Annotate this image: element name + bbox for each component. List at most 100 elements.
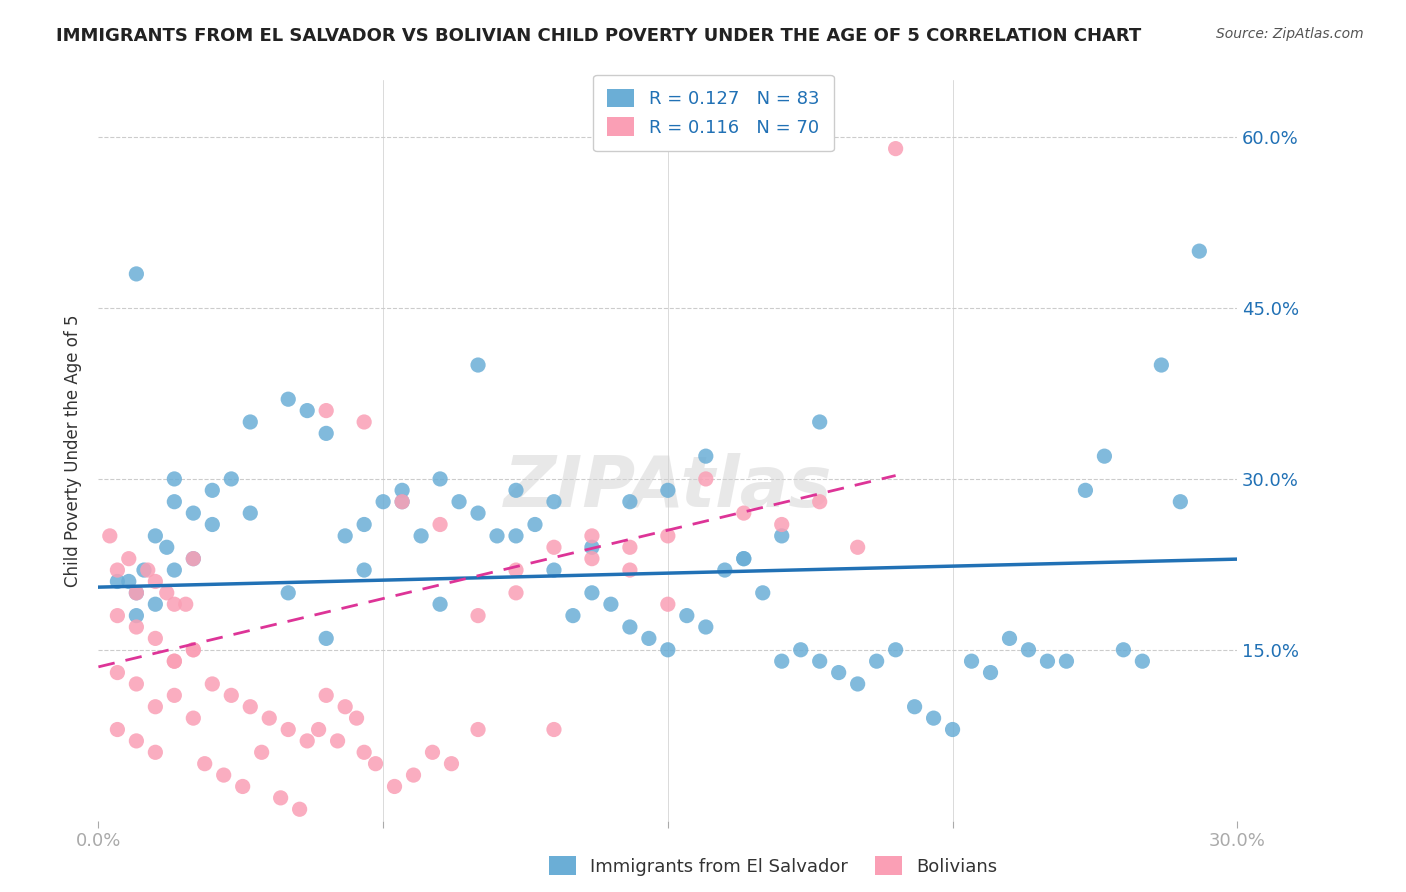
Point (884, 142, 907, 156)
Point (467, 608, 489, 623)
Point (657, 642, 679, 657)
Point (638, 632, 661, 646)
Y-axis label: Child Poverty Under the Age of 5: Child Poverty Under the Age of 5 (65, 314, 83, 587)
Point (808, 494, 831, 508)
Point (429, 517, 451, 532)
Point (770, 529, 793, 543)
Point (107, 723, 129, 737)
Point (353, 563, 375, 577)
Point (315, 632, 337, 646)
Point (145, 632, 167, 646)
Point (232, 780, 254, 794)
Point (770, 517, 793, 532)
Point (505, 483, 527, 498)
Point (277, 586, 299, 600)
Legend: R = 0.127   N = 83, R = 0.116   N = 70: R = 0.127 N = 83, R = 0.116 N = 70 (593, 75, 834, 151)
Point (505, 586, 527, 600)
Point (733, 506, 755, 520)
Point (1018, 642, 1040, 657)
Point (402, 768, 425, 782)
Point (353, 415, 375, 429)
Point (657, 529, 679, 543)
Point (790, 642, 813, 657)
Point (125, 586, 148, 600)
Point (346, 711, 368, 725)
Point (619, 620, 641, 634)
Point (676, 608, 699, 623)
Point (163, 689, 186, 703)
Point (194, 756, 217, 771)
Point (239, 699, 262, 714)
Point (449, 494, 471, 508)
Point (846, 541, 869, 555)
Point (1112, 642, 1135, 657)
Point (136, 563, 159, 577)
Point (201, 677, 224, 691)
Point (335, 529, 357, 543)
Point (107, 574, 129, 589)
Point (163, 654, 186, 668)
Point (212, 768, 235, 782)
Point (132, 563, 155, 577)
Point (163, 472, 186, 486)
Point (695, 472, 717, 486)
Point (145, 574, 167, 589)
Point (619, 494, 641, 508)
Point (98, 529, 121, 543)
Point (904, 699, 927, 714)
Text: ZIPAtlas: ZIPAtlas (503, 453, 832, 522)
Point (440, 756, 463, 771)
Point (524, 517, 547, 532)
Point (125, 608, 148, 623)
Point (163, 563, 186, 577)
Point (315, 689, 337, 703)
Point (581, 529, 603, 543)
Point (1188, 244, 1211, 259)
Point (183, 551, 205, 566)
Point (998, 632, 1021, 646)
Point (277, 392, 299, 407)
Point (250, 745, 273, 759)
Point (183, 551, 205, 566)
Point (695, 620, 717, 634)
Point (107, 563, 129, 577)
Point (733, 551, 755, 566)
Point (581, 586, 603, 600)
Point (125, 267, 148, 281)
Point (1074, 483, 1097, 498)
Point (922, 711, 945, 725)
Point (277, 723, 299, 737)
Point (505, 563, 527, 577)
Point (1036, 654, 1059, 668)
Point (619, 563, 641, 577)
Point (714, 563, 737, 577)
Point (183, 711, 205, 725)
Point (326, 734, 349, 748)
Point (752, 586, 775, 600)
Point (201, 517, 224, 532)
Point (770, 654, 793, 668)
Point (118, 551, 141, 566)
Point (163, 654, 186, 668)
Point (201, 483, 224, 498)
Point (183, 506, 205, 520)
Point (866, 654, 889, 668)
Point (297, 734, 319, 748)
Point (118, 574, 141, 589)
Point (429, 472, 451, 486)
Text: Source: ZipAtlas.com: Source: ZipAtlas.com (1216, 27, 1364, 41)
Point (808, 654, 831, 668)
Point (543, 723, 565, 737)
Point (384, 780, 406, 794)
Point (581, 541, 603, 555)
Point (1150, 358, 1173, 372)
Point (221, 472, 243, 486)
Point (315, 426, 337, 441)
Point (960, 654, 983, 668)
Point (467, 506, 489, 520)
Point (288, 802, 311, 816)
Point (145, 745, 167, 759)
Point (619, 541, 641, 555)
Point (1170, 494, 1192, 508)
Point (364, 756, 387, 771)
